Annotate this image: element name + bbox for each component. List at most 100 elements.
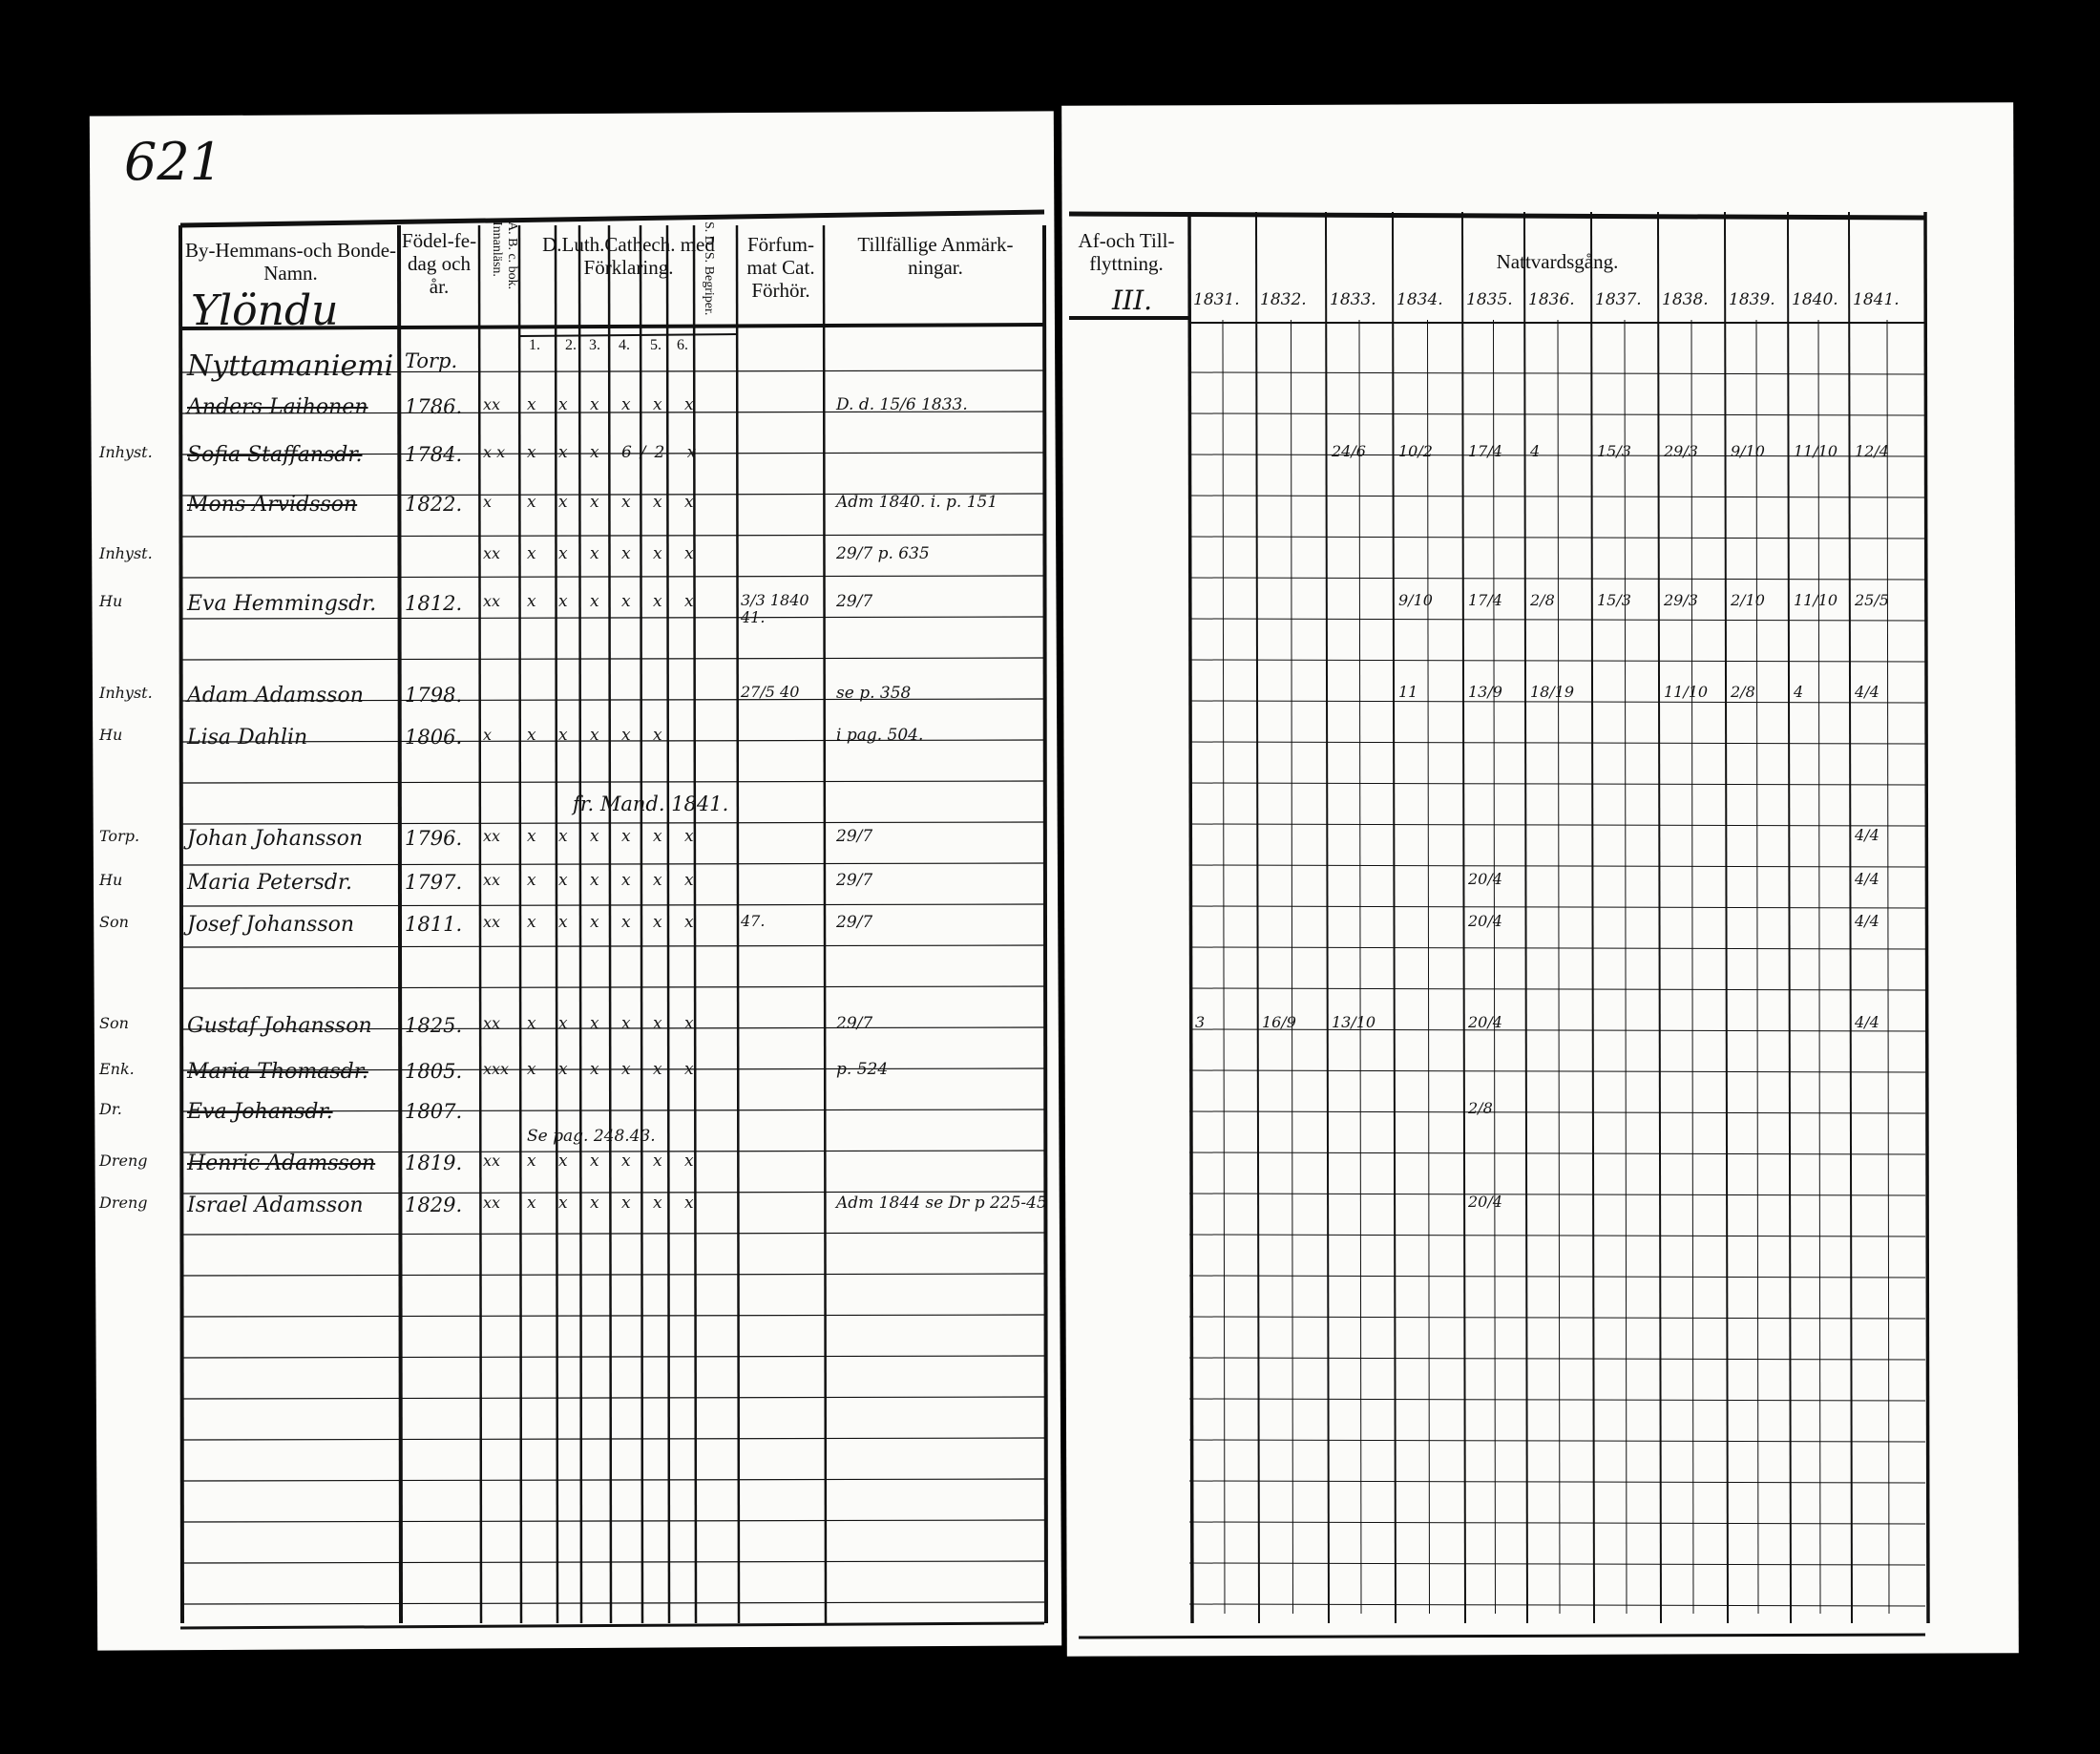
row-name: Gustaf Johansson — [187, 1014, 372, 1038]
row-abc: xx — [483, 871, 501, 889]
column-rule — [397, 224, 403, 1624]
communion-entry: 17/4 — [1468, 442, 1502, 460]
row-rule — [179, 452, 1045, 455]
row-rule — [1188, 1480, 1926, 1484]
village-name: Ylöndu — [191, 286, 339, 335]
column-rule — [1042, 224, 1048, 1624]
communion-entry: 15/3 — [1597, 591, 1631, 609]
row-birth: 1798. — [405, 684, 463, 707]
row-abc: x — [483, 726, 493, 744]
header-name: By-Hemmans-och Bonde-Namn. — [184, 239, 397, 285]
communion-entry: 16/9 — [1262, 1013, 1296, 1031]
row-rule — [1188, 1110, 1926, 1114]
header-top-rule — [1068, 211, 1926, 221]
communion-entry: 4 — [1794, 683, 1804, 701]
column-rule — [554, 224, 559, 1624]
row-rule — [1188, 1439, 1926, 1443]
row-remark: 29/7 — [836, 1014, 873, 1033]
row-rule — [179, 1437, 1045, 1441]
communion-entry: 20/4 — [1468, 870, 1502, 888]
communion-entry: 4/4 — [1855, 826, 1880, 844]
page-number: 621 — [124, 132, 223, 192]
row-rule — [179, 1560, 1045, 1564]
communion-entry: 4/4 — [1855, 912, 1880, 930]
column-rule — [1255, 211, 1260, 1624]
communion-entry: 20/4 — [1468, 1193, 1502, 1211]
communion-entry: 20/4 — [1468, 912, 1502, 930]
half-column-rule — [1493, 319, 1496, 1615]
row-catechism-marks: x x x x x x — [527, 544, 703, 563]
communion-entry: 2/8 — [1731, 683, 1755, 701]
row-rule — [1188, 1398, 1926, 1402]
row-remark: 29/7 — [836, 913, 873, 932]
communion-entry: 20/4 — [1468, 1013, 1502, 1031]
row-rule — [1188, 700, 1926, 704]
communion-entry: 4/4 — [1855, 870, 1880, 888]
row-remark: 29/7 — [836, 871, 873, 890]
row-birth: 1822. — [405, 493, 463, 516]
communion-entry: 11/10 — [1794, 442, 1838, 460]
row-rule — [179, 1067, 1045, 1071]
half-column-rule — [1690, 319, 1694, 1615]
row-abc: xx — [483, 1014, 501, 1032]
half-column-rule — [1817, 319, 1821, 1615]
row-birth: 1811. — [405, 913, 463, 936]
row-rule — [1188, 495, 1926, 498]
year-header: 1832. — [1260, 290, 1307, 309]
row-rule — [1188, 1357, 1926, 1361]
half-column-rule — [1755, 319, 1759, 1615]
communion-entry: 11/10 — [1794, 591, 1838, 609]
row-margin-note: Son — [99, 1014, 129, 1032]
row-forfum: 47. — [741, 912, 766, 930]
row-birth: 1829. — [405, 1194, 463, 1216]
communion-entry: 12/4 — [1855, 442, 1889, 460]
row-remark: se p. 358 — [836, 684, 912, 703]
header-catechism: D.Luth.Cathech. med Förklaring. — [542, 233, 715, 279]
row-rule — [179, 944, 1045, 948]
row-margin-note: Inhyst. — [99, 684, 153, 702]
row-rule — [1188, 1152, 1926, 1155]
half-column-rule — [1358, 319, 1362, 1615]
column-rule — [1787, 211, 1792, 1624]
header-bottom-rule — [179, 323, 1045, 330]
half-column-rule — [1886, 319, 1890, 1615]
catechism-subheader: 4. — [619, 337, 630, 353]
year-header: 1833. — [1330, 290, 1376, 309]
column-rule — [1461, 211, 1466, 1624]
row-rule — [179, 370, 1045, 373]
half-column-rule — [1222, 319, 1226, 1615]
row-rule — [179, 985, 1045, 989]
bottom-rule — [179, 1621, 1045, 1630]
row-rule — [179, 1396, 1045, 1400]
header-communion: Nattvardsgång. — [1496, 250, 1619, 273]
catechism-subheader: 1. — [529, 337, 540, 353]
row-margin-note: Inhyst. — [99, 544, 153, 562]
column-rule — [735, 224, 741, 1624]
row-remark: p. 524 — [836, 1060, 889, 1079]
column-rule — [1590, 211, 1595, 1624]
column-rule — [639, 224, 644, 1624]
row-rule — [1188, 905, 1926, 909]
column-rule — [1923, 211, 1930, 1624]
row-abc: xx — [483, 592, 501, 610]
row-rule — [1188, 577, 1926, 581]
row-rule — [1188, 1234, 1926, 1237]
column-rule — [1187, 211, 1194, 1624]
row-name: Nyttamaniemi — [187, 349, 394, 383]
row-name: Eva Hemmingsdr. — [187, 592, 377, 616]
row-birth: 1807. — [405, 1100, 463, 1123]
communion-entry: 2/10 — [1731, 591, 1765, 609]
row-birth: 1819. — [405, 1152, 463, 1174]
column-rule — [822, 224, 828, 1624]
row-birth: 1812. — [405, 592, 463, 615]
row-rule — [1188, 946, 1926, 950]
row-rule — [1188, 1316, 1926, 1320]
row-rule — [1188, 371, 1926, 375]
row-remark: Adm 1840. i. p. 151 — [836, 493, 998, 512]
row-name: Henric Adamsson — [187, 1152, 376, 1175]
row-rule — [179, 739, 1045, 743]
header-forfum: Förfum-mat Cat. Förhör. — [746, 233, 815, 302]
row-abc: xx — [483, 1152, 501, 1170]
row-birth: 1797. — [405, 871, 463, 894]
row-rule — [179, 1519, 1045, 1523]
